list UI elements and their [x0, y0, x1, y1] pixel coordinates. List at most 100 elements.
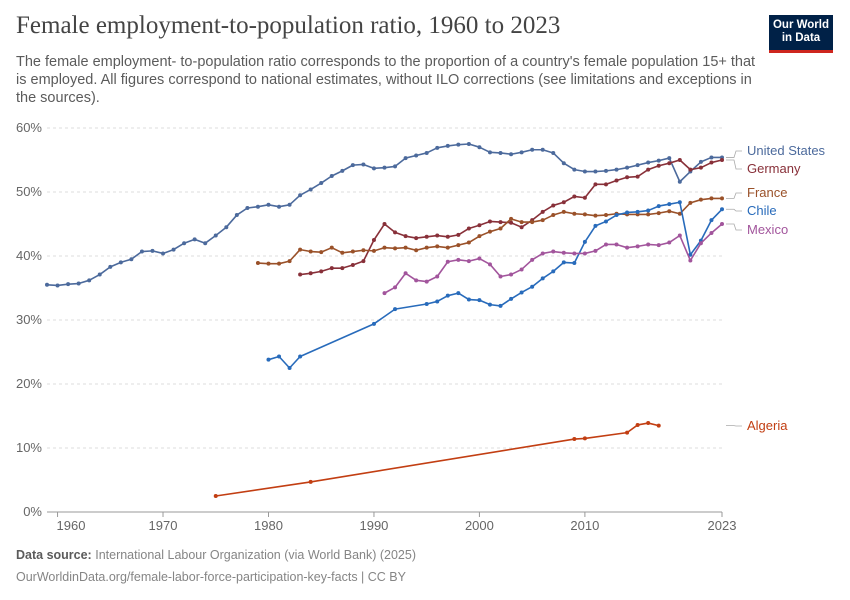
- data-point: [540, 251, 545, 256]
- data-point: [329, 266, 334, 271]
- data-point: [646, 160, 651, 165]
- data-point: [561, 200, 566, 205]
- data-point: [308, 479, 313, 484]
- label-connector: [726, 150, 742, 158]
- logo-line-1: Our World: [772, 19, 829, 31]
- data-point: [361, 248, 366, 253]
- x-tick-label: 1990: [359, 518, 388, 530]
- data-point: [182, 241, 187, 246]
- x-tick-label: 1980: [254, 518, 283, 530]
- source-url[interactable]: OurWorldinData.org/female-labor-force-pa…: [16, 570, 406, 584]
- data-point: [308, 271, 313, 276]
- data-point: [582, 251, 587, 256]
- data-point: [551, 213, 556, 218]
- data-point: [551, 150, 556, 155]
- data-point: [572, 194, 577, 199]
- data-point: [414, 278, 419, 283]
- data-point: [603, 219, 608, 224]
- data-point: [519, 290, 524, 295]
- data-point: [255, 204, 260, 209]
- legend-label-united-states: United States: [747, 143, 826, 158]
- data-point: [509, 216, 514, 221]
- data-point: [466, 226, 471, 231]
- data-point: [561, 260, 566, 265]
- chart-title: Female employment-to-population ratio, 1…: [16, 12, 561, 39]
- legend-label-mexico: Mexico: [747, 222, 788, 237]
- series-chile: [266, 200, 724, 370]
- data-point: [530, 220, 535, 225]
- data-point: [45, 282, 49, 287]
- data-point: [393, 230, 398, 235]
- data-source-text[interactable]: International Labour Organization (via W…: [95, 548, 416, 562]
- data-point: [540, 147, 545, 152]
- data-point: [635, 422, 640, 427]
- data-point: [298, 193, 303, 198]
- data-point: [698, 241, 703, 246]
- data-point: [371, 166, 376, 171]
- data-point: [245, 206, 250, 210]
- x-tick-label: 1960: [57, 518, 86, 530]
- data-point: [266, 202, 271, 207]
- data-point: [403, 234, 408, 239]
- data-point: [487, 262, 492, 267]
- owid-logo[interactable]: Our World in Data: [769, 15, 833, 53]
- data-point: [698, 159, 703, 164]
- data-point: [277, 354, 282, 359]
- data-point: [709, 160, 714, 165]
- data-point: [656, 243, 661, 248]
- data-point: [445, 293, 450, 298]
- series-germany: [298, 158, 724, 277]
- data-point: [329, 174, 334, 178]
- data-point: [319, 250, 324, 255]
- data-point: [540, 218, 545, 223]
- data-point: [593, 182, 598, 187]
- data-point: [466, 259, 471, 264]
- data-point: [614, 178, 619, 183]
- data-point: [414, 153, 419, 158]
- data-point: [646, 167, 651, 172]
- data-point: [498, 150, 503, 155]
- data-point: [582, 239, 587, 244]
- data-point: [593, 169, 598, 174]
- logo-line-2: in Data: [781, 32, 821, 44]
- data-point: [234, 213, 239, 218]
- data-source-label: Data source:: [16, 548, 92, 562]
- data-point: [720, 222, 724, 226]
- x-tick-label: 2023: [708, 518, 737, 530]
- data-point: [688, 200, 693, 205]
- data-point: [382, 291, 387, 296]
- data-point: [677, 179, 682, 184]
- data-point: [435, 274, 440, 279]
- legend-label-algeria: Algeria: [747, 418, 788, 433]
- data-point: [720, 196, 724, 201]
- data-point: [540, 209, 545, 214]
- data-point: [277, 261, 282, 266]
- data-point: [424, 234, 429, 239]
- data-point: [477, 145, 482, 150]
- data-point: [561, 250, 566, 255]
- data-point: [466, 240, 471, 245]
- data-point: [213, 494, 218, 498]
- data-point: [709, 218, 714, 223]
- data-point: [298, 354, 303, 359]
- data-point: [656, 163, 661, 168]
- data-point: [698, 165, 703, 170]
- data-point: [582, 195, 587, 200]
- data-point: [688, 258, 693, 263]
- data-point: [371, 248, 376, 253]
- data-point: [656, 211, 661, 216]
- data-point: [424, 245, 429, 250]
- data-point: [603, 182, 608, 187]
- data-point: [371, 321, 376, 326]
- data-point: [319, 269, 324, 274]
- y-tick-label: 40%: [16, 248, 42, 263]
- data-point: [635, 174, 640, 179]
- data-point: [603, 213, 608, 218]
- data-point: [456, 232, 461, 237]
- y-tick-label: 20%: [16, 376, 42, 391]
- data-point: [319, 181, 324, 186]
- data-point: [709, 230, 714, 235]
- data-point: [593, 248, 598, 253]
- data-point: [150, 248, 155, 253]
- data-point: [688, 167, 693, 172]
